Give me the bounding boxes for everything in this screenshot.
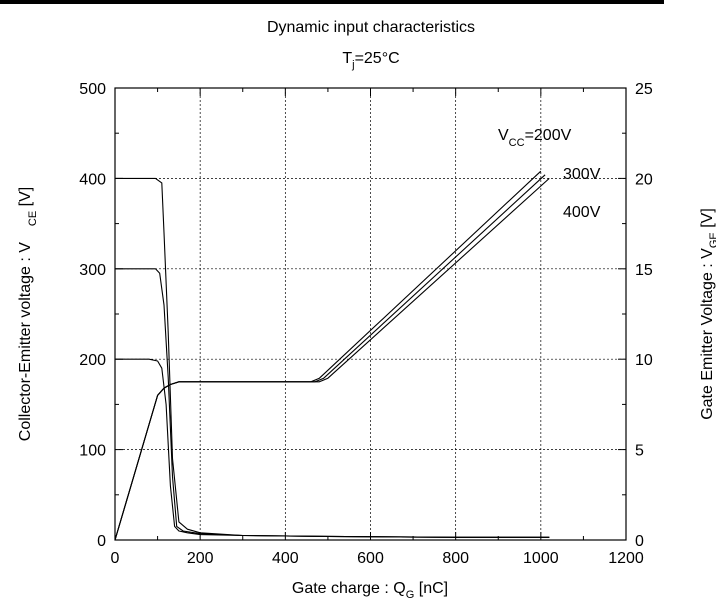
vge-series-line-2 <box>114 177 550 541</box>
y-right-tick-label: 25 <box>635 81 653 98</box>
y-left-tick-label: 500 <box>79 81 106 98</box>
header-rule <box>0 0 664 4</box>
y-right-tick-label: 15 <box>635 262 653 279</box>
vce-series-line-0 <box>115 358 550 538</box>
grid-lines <box>115 88 626 540</box>
y-left-tick-label: 200 <box>79 352 106 369</box>
y-right-tick-label: 20 <box>635 171 653 188</box>
vge-series-line-0 <box>114 170 542 541</box>
y-axis-right-label: Gate Emitter Voltage : VGE [V] <box>699 208 716 420</box>
vce-series-line-1 <box>115 268 550 538</box>
x-tick-label: 0 <box>111 550 120 567</box>
y-right-tick-label: 5 <box>635 443 644 460</box>
x-tick-label: 1200 <box>608 550 644 567</box>
x-tick-label: 200 <box>187 550 214 567</box>
tick-labels: 0 200 400 600 800 1000 12000100200300400500051… <box>79 81 653 567</box>
vcc-300-annotation: 300V <box>563 166 601 183</box>
y-axis-left-label: Collector-Emitter voltage : VCE [V] <box>17 187 39 441</box>
vcc-200-annotation: VCC=200V <box>498 127 572 149</box>
chart-title: Dynamic input characteristics <box>267 19 475 36</box>
x-axis-label: Gate charge : QG [nC] <box>292 580 448 601</box>
y-left-tick-label: 100 <box>79 443 106 460</box>
chart-subtitle: Tj=25°C <box>342 50 399 71</box>
y-left-tick-label: 400 <box>79 171 106 188</box>
series-lines <box>114 170 550 541</box>
vcc-400-annotation: 400V <box>563 204 601 221</box>
y-right-tick-label: 10 <box>635 352 653 369</box>
y-left-tick-label: 0 <box>97 533 106 550</box>
y-right-tick-label: 0 <box>635 533 644 550</box>
x-tick-label: 800 <box>442 550 469 567</box>
vge-series-line-1 <box>114 174 546 541</box>
y-left-tick-label: 300 <box>79 262 106 279</box>
x-tick-label: 400 <box>272 550 299 567</box>
x-tick-label: 1000 <box>523 550 559 567</box>
x-tick-label: 600 <box>357 550 384 567</box>
vce-series-line-2 <box>115 177 550 538</box>
